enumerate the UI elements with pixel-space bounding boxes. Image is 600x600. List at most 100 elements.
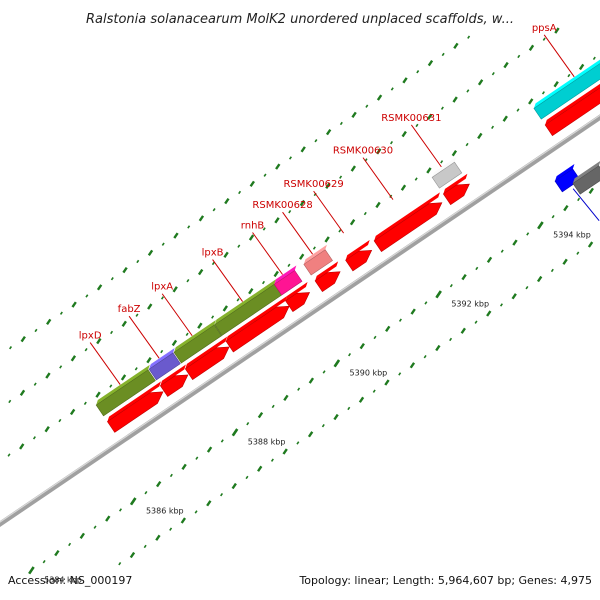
cds-arrow-ppsa[interactable] xyxy=(544,63,600,137)
ruler-tick xyxy=(307,431,314,438)
gene-block-unlabeled[interactable] xyxy=(572,161,600,195)
ruler-tick xyxy=(194,510,198,514)
gene-label-fabz[interactable]: fabZ xyxy=(118,304,141,315)
ruler-tick xyxy=(187,225,191,229)
ruler-tick xyxy=(542,37,546,41)
ruler-tick xyxy=(325,128,332,136)
cds-arrow-fabz[interactable] xyxy=(159,364,189,397)
ruler-tick xyxy=(220,492,224,497)
ruler-tick xyxy=(270,458,274,462)
ruler-tick xyxy=(423,354,427,359)
ruler-tick xyxy=(19,443,25,450)
gene-label-rsmk00631[interactable]: RSMK00631 xyxy=(381,113,441,124)
ruler-tick xyxy=(105,515,111,522)
ruler-tick xyxy=(33,382,37,386)
ruler-tick xyxy=(134,367,138,371)
gene-label-rnhb[interactable]: rnhB xyxy=(241,221,265,232)
ruler-tick xyxy=(536,275,543,283)
ruler-tick xyxy=(248,288,254,295)
ruler-tick xyxy=(79,532,85,540)
gene-label-rsmk00629[interactable]: RSMK00629 xyxy=(283,179,343,190)
ruler-tick xyxy=(273,270,279,278)
ruler-tick xyxy=(169,527,173,531)
ruler-tick xyxy=(7,453,11,457)
gene-label-lpxb[interactable]: lpxB xyxy=(202,248,224,259)
ruler-tick xyxy=(59,365,63,369)
ruler-tick xyxy=(491,71,495,76)
gene-label-rsmk00630[interactable]: RSMK00630 xyxy=(333,146,393,157)
ruler-tick xyxy=(220,439,224,443)
ruler-tick xyxy=(206,446,213,453)
ruler-tick xyxy=(274,217,280,224)
ruler-tick xyxy=(467,35,471,39)
gene-block-ppsa[interactable] xyxy=(533,46,600,120)
ruler-tick xyxy=(427,113,433,120)
cds-arrow-lpxd[interactable] xyxy=(106,381,164,433)
ruler-tick xyxy=(435,344,441,352)
ruler-tick xyxy=(410,308,416,315)
gene-label-lpxd[interactable]: lpxD xyxy=(79,331,102,342)
ruler-tick xyxy=(398,318,402,322)
ruler-tick xyxy=(351,111,357,119)
ruler-label: 5384 kbp xyxy=(44,575,82,584)
ruler-tick xyxy=(84,347,88,352)
ruler-major-tick xyxy=(435,290,442,299)
cds-arrow-rsmk00629[interactable] xyxy=(345,239,373,272)
ruler-tick xyxy=(172,286,178,293)
ruler-tick xyxy=(440,106,444,110)
gene-block-lpxd[interactable] xyxy=(95,364,156,417)
ruler-tick xyxy=(390,140,394,145)
ruler-tick xyxy=(477,132,483,140)
gene-block-rnhb[interactable] xyxy=(273,265,303,296)
ruler-tick xyxy=(416,70,420,74)
ruler-tick xyxy=(70,355,77,362)
leader-line-rsmk00630 xyxy=(362,157,394,200)
ruler-tick xyxy=(526,232,530,236)
ruler-tick xyxy=(262,227,266,231)
ruler-tick xyxy=(245,475,249,480)
cds-arrow-rsmk00631[interactable] xyxy=(442,173,470,206)
ruler-tick xyxy=(19,389,26,396)
ruler-tick xyxy=(95,391,101,398)
cds-arrow-lpxa[interactable] xyxy=(184,336,230,381)
gene-label-rsmk00628[interactable]: RSMK00628 xyxy=(252,200,312,211)
ruler-major-tick xyxy=(28,566,35,575)
cds-track xyxy=(106,63,600,433)
ruler-tick xyxy=(312,246,316,250)
leader-line-lpxb xyxy=(212,259,243,302)
ruler-tick xyxy=(144,491,148,495)
ruler-tick xyxy=(212,208,216,212)
ruler-tick xyxy=(474,320,478,324)
ruler-tick xyxy=(349,219,356,226)
cds-arrow-lpxb[interactable] xyxy=(225,295,290,353)
ruler-tick xyxy=(402,77,408,84)
gene-block-rsmk00628[interactable] xyxy=(303,244,333,276)
ruler-tick xyxy=(206,500,212,507)
ruler-tick xyxy=(110,330,114,335)
cds-arrow-rsmk00628[interactable] xyxy=(314,261,341,293)
ruler-tick xyxy=(283,394,289,402)
ruler-tick xyxy=(491,125,495,130)
ruler-tick xyxy=(314,139,318,143)
ruler-tick xyxy=(246,422,250,426)
ruler-tick xyxy=(475,266,479,271)
gene-block-lpxa[interactable] xyxy=(173,320,222,364)
gene-block-fabz[interactable] xyxy=(148,347,181,381)
gene-label-ppsa[interactable]: ppsA xyxy=(532,23,557,34)
cds-arrow-rsmk00630[interactable] xyxy=(373,192,443,253)
ruler-tick xyxy=(296,441,300,445)
gene-block-rsmk00631[interactable] xyxy=(431,157,463,189)
gene-label-lpxa[interactable]: lpxA xyxy=(151,282,173,293)
ruler-tick xyxy=(300,146,306,153)
cds-arrow-rnhb[interactable] xyxy=(285,282,311,313)
gene-track xyxy=(95,46,600,417)
ruler-tick xyxy=(282,448,288,455)
ruler-tick xyxy=(528,98,534,105)
ruler-tick xyxy=(297,387,301,391)
ruler-tick xyxy=(465,142,469,147)
ruler-tick xyxy=(173,232,179,239)
ruler-tick xyxy=(414,177,418,181)
ruler-tick xyxy=(299,199,306,207)
ruler-tick xyxy=(118,561,122,566)
